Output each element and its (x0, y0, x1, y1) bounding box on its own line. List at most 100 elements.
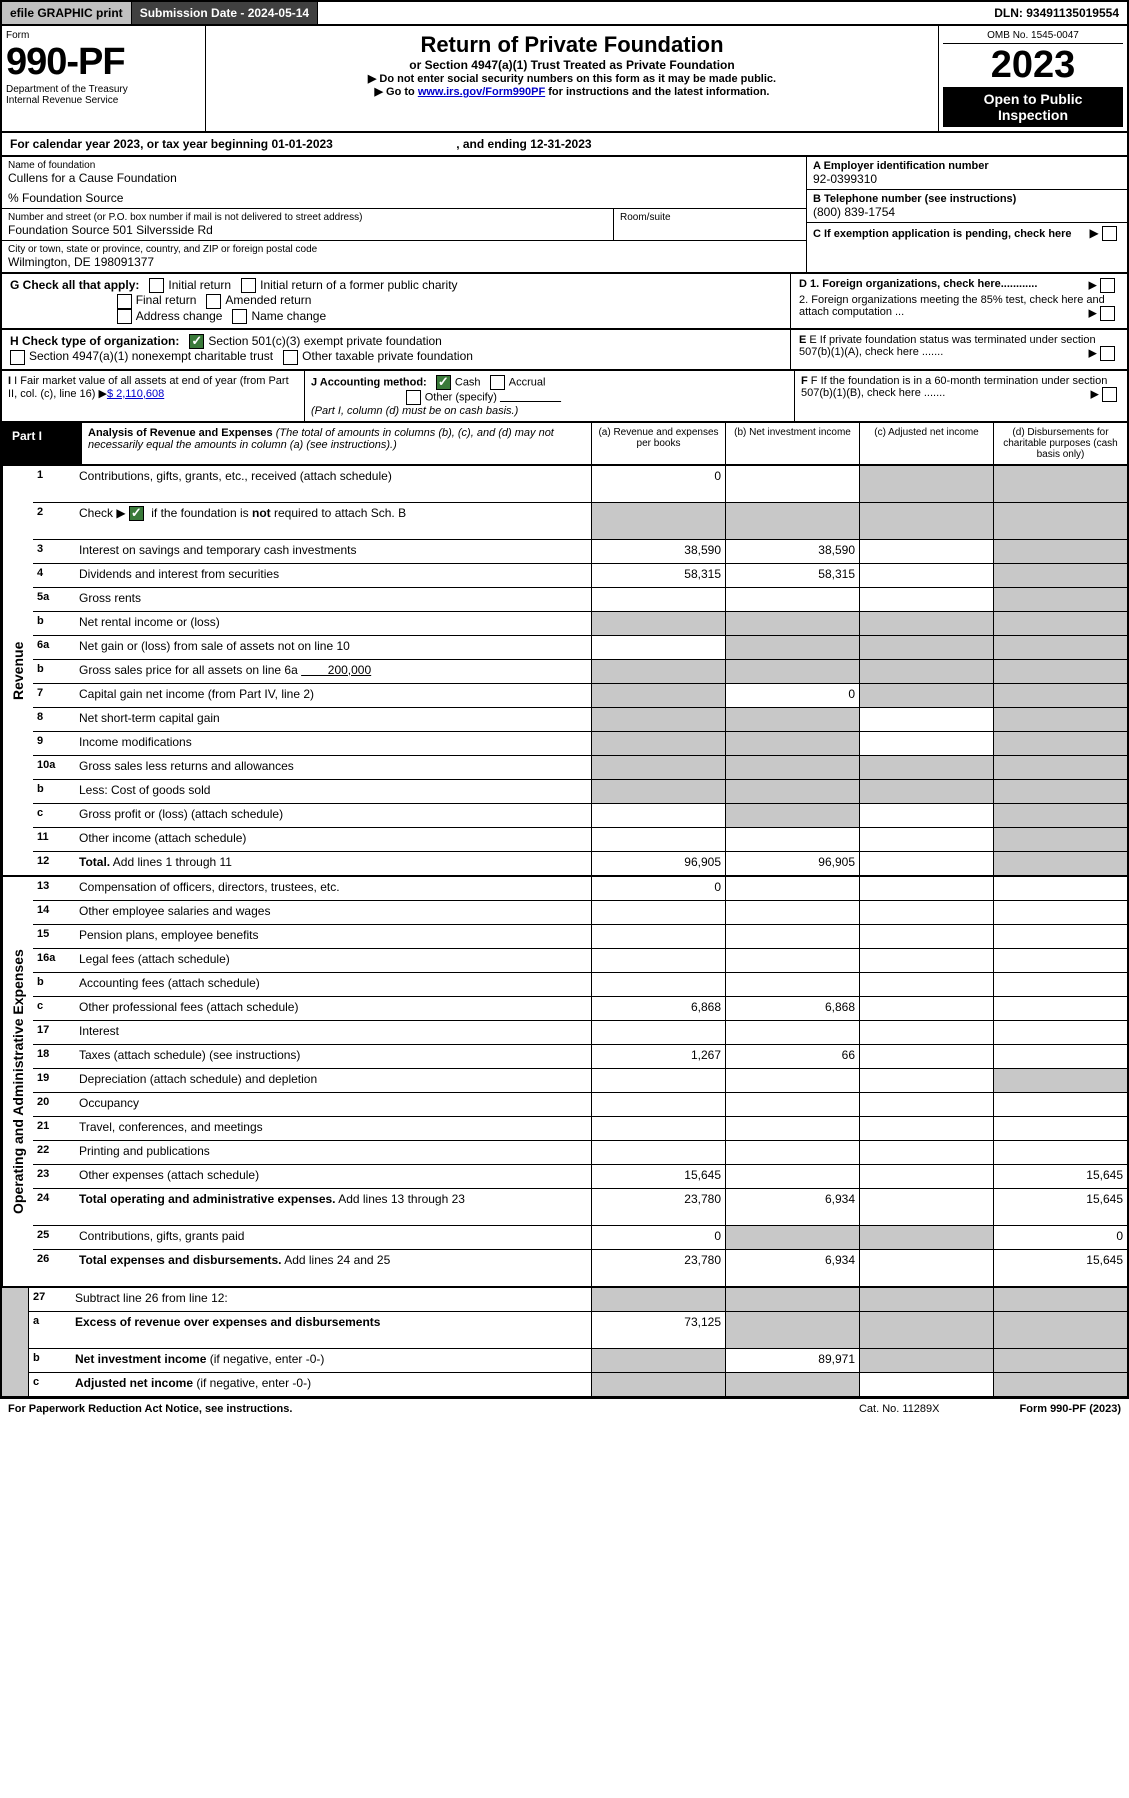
line-cell-c (860, 1117, 994, 1140)
line-desc: Income modifications (75, 732, 592, 755)
line-cell-c (860, 1093, 994, 1116)
line-cell-a: 0 (592, 1226, 726, 1249)
tax-year: 2023 (943, 44, 1123, 87)
col-c-head: (c) Adjusted net income (860, 423, 994, 464)
care-of: % Foundation Source (8, 191, 800, 205)
table-row: bLess: Cost of goods sold (33, 780, 1127, 804)
line-cell-d (994, 660, 1127, 683)
line-number: c (33, 997, 75, 1020)
line-number: 1 (33, 466, 75, 502)
line-cell-c (860, 804, 994, 827)
table-row: cGross profit or (loss) (attach schedule… (33, 804, 1127, 828)
line-cell-c (860, 1021, 994, 1044)
table-row: bGross sales price for all assets on lin… (33, 660, 1127, 684)
form-ref: Form 990-PF (2023) (1020, 1403, 1122, 1415)
line-cell-d: 15,645 (994, 1189, 1127, 1225)
table-row: cOther professional fees (attach schedul… (33, 997, 1127, 1021)
line-cell-a (592, 973, 726, 996)
line-cell-a (592, 708, 726, 731)
line-cell-c (860, 1069, 994, 1092)
g-label: G Check all that apply: (10, 278, 139, 292)
h-label: H Check type of organization: (10, 334, 179, 348)
line-desc: Printing and publications (75, 1141, 592, 1164)
line-cell-b: 66 (726, 1045, 860, 1068)
foundation-name: Cullens for a Cause Foundation (8, 171, 800, 185)
line-desc: Interest on savings and temporary cash i… (75, 540, 592, 563)
line-desc: Gross sales price for all assets on line… (75, 660, 592, 683)
line-cell-b (726, 636, 860, 659)
line-cell-b: 0 (726, 684, 860, 707)
line-cell-b (726, 708, 860, 731)
table-row: 19Depreciation (attach schedule) and dep… (33, 1069, 1127, 1093)
line-desc: Net gain or (loss) from sale of assets n… (75, 636, 592, 659)
line-cell-c (860, 852, 994, 875)
line-desc: Other employee salaries and wages (75, 901, 592, 924)
line-cell-d (994, 852, 1127, 875)
line-cell-a: 0 (592, 877, 726, 900)
line-cell-d (994, 708, 1127, 731)
expenses-table: Operating and Administrative Expenses 13… (0, 877, 1129, 1288)
line-cell-a: 1,267 (592, 1045, 726, 1068)
line-cell-b: 6,868 (726, 997, 860, 1020)
footer: For Paperwork Reduction Act Notice, see … (0, 1398, 1129, 1419)
table-row: 25Contributions, gifts, grants paid00 (33, 1226, 1127, 1250)
table-row: 3Interest on savings and temporary cash … (33, 540, 1127, 564)
line-cell-c (860, 1226, 994, 1249)
line-number: 21 (33, 1117, 75, 1140)
line-cell-d (994, 997, 1127, 1020)
line-number: 10a (33, 756, 75, 779)
line-desc: Other expenses (attach schedule) (75, 1165, 592, 1188)
line-cell-c (860, 660, 994, 683)
line-cell-d (994, 780, 1127, 803)
table-row: 15Pension plans, employee benefits (33, 925, 1127, 949)
table-row: 11Other income (attach schedule) (33, 828, 1127, 852)
line-cell-a (592, 636, 726, 659)
line-number: 8 (33, 708, 75, 731)
line-cell-b (726, 804, 860, 827)
line-cell-a: 15,645 (592, 1165, 726, 1188)
line-number: 16a (33, 949, 75, 972)
line-cell-d (994, 564, 1127, 587)
table-row: 16aLegal fees (attach schedule) (33, 949, 1127, 973)
line-number: 7 (33, 684, 75, 707)
line-cell-c (860, 1189, 994, 1225)
line-cell-b: 38,590 (726, 540, 860, 563)
dln-label: DLN: 93491135019554 (986, 2, 1127, 24)
fmv-value[interactable]: $ 2,110,608 (107, 388, 164, 400)
line-desc: Other professional fees (attach schedule… (75, 997, 592, 1020)
line-cell-c (860, 1045, 994, 1068)
line-cell-b: 96,905 (726, 852, 860, 875)
line-number: 20 (33, 1093, 75, 1116)
line-cell-d (994, 1117, 1127, 1140)
line-desc: Other income (attach schedule) (75, 828, 592, 851)
line-number: 27 (29, 1288, 71, 1311)
line-cell-b (726, 612, 860, 635)
line-cell-a (592, 503, 726, 539)
line-cell-d (994, 1021, 1127, 1044)
table-row: 6aNet gain or (loss) from sale of assets… (33, 636, 1127, 660)
foundation-info: Name of foundation Cullens for a Cause F… (0, 157, 1129, 274)
line-number: 22 (33, 1141, 75, 1164)
line-number: 24 (33, 1189, 75, 1225)
foundation-addr: Foundation Source 501 Silversside Rd (8, 223, 607, 237)
c-checkbox[interactable] (1102, 226, 1117, 241)
table-row: 20Occupancy (33, 1093, 1127, 1117)
line-number: 6a (33, 636, 75, 659)
line-cell-c (860, 877, 994, 900)
line-desc: Legal fees (attach schedule) (75, 949, 592, 972)
form-label: Form (6, 30, 201, 41)
line-cell-a (592, 1069, 726, 1092)
line-number: 9 (33, 732, 75, 755)
irs-link[interactable]: www.irs.gov/Form990PF (418, 86, 545, 98)
line-cell-a (592, 756, 726, 779)
foundation-city: Wilmington, DE 198091377 (8, 255, 800, 269)
line-cell-b (726, 949, 860, 972)
top-bar: efile GRAPHIC print Submission Date - 20… (0, 0, 1129, 26)
line-cell-d (994, 684, 1127, 707)
line-desc: Gross rents (75, 588, 592, 611)
line-desc: Total operating and administrative expen… (75, 1189, 592, 1225)
line-cell-d (994, 877, 1127, 900)
line-cell-b (726, 588, 860, 611)
line-desc: Taxes (attach schedule) (see instruction… (75, 1045, 592, 1068)
line-cell-b (726, 503, 860, 539)
